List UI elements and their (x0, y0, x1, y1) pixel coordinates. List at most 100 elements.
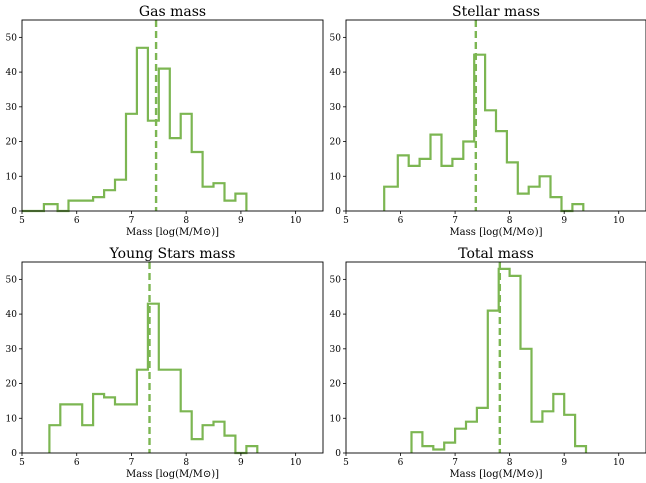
histogram-bin (159, 370, 181, 453)
y-tick-label: 50 (6, 33, 18, 43)
y-tick-label: 30 (330, 345, 342, 355)
y-tick-label: 30 (6, 345, 18, 355)
histogram-bin (463, 142, 474, 211)
histogram-bin (104, 190, 115, 211)
histogram-bin (575, 446, 586, 453)
histogram-bin (126, 114, 137, 211)
histogram-bin (422, 446, 433, 453)
histogram-bin (192, 152, 203, 211)
histogram-bin (398, 155, 409, 211)
histogram-bin (69, 201, 94, 211)
y-tick-label: 10 (330, 414, 342, 424)
histogram-steps (383, 53, 585, 213)
panel-2: Young Stars mass 5 6 7 8 9 10 0 10 20 30 40 50 Mass [… (6, 246, 324, 480)
y-tick-label: 40 (330, 310, 342, 320)
x-tick-label: 6 (74, 216, 80, 226)
histogram-bin (115, 404, 137, 453)
x-tick-label: 9 (238, 216, 244, 226)
histogram-bin (181, 411, 192, 453)
histogram-bin (214, 422, 225, 453)
histogram-bin (409, 166, 420, 211)
x-tick-label: 9 (561, 216, 567, 226)
histogram-bin (431, 135, 442, 211)
x-tick-label: 7 (452, 216, 458, 226)
histogram-bin (542, 411, 553, 453)
y-tick-label: 0 (11, 207, 17, 217)
histogram-bin (466, 422, 477, 453)
histogram-bin (496, 131, 507, 211)
histogram-bin (521, 349, 532, 453)
y-tick-label: 50 (330, 33, 342, 43)
x-tick-label: 8 (183, 216, 189, 226)
histogram-bin (452, 159, 463, 211)
x-tick-label: 6 (398, 458, 404, 468)
histogram-bin (159, 69, 170, 211)
y-tick-label: 0 (11, 449, 17, 459)
histogram-bin (510, 276, 521, 453)
x-tick-label: 5 (343, 458, 349, 468)
histogram-bin (433, 450, 444, 453)
histogram-bin (235, 194, 246, 211)
histogram-bin (444, 443, 455, 453)
histogram-bin (82, 425, 93, 453)
y-tick-label: 10 (6, 172, 18, 182)
histogram-bin (518, 194, 529, 211)
histogram-bin (137, 370, 148, 453)
y-tick-label: 20 (6, 380, 18, 390)
x-tick-label: 5 (19, 458, 25, 468)
x-tick-label: 8 (507, 216, 513, 226)
y-tick-label: 10 (330, 172, 342, 182)
histogram-bin (115, 180, 126, 211)
histogram-bin (553, 394, 564, 453)
x-tick-label: 7 (129, 458, 135, 468)
x-tick-label: 8 (507, 458, 513, 468)
x-tick-label: 7 (129, 216, 135, 226)
histogram-bin (485, 110, 496, 211)
y-tick-label: 40 (6, 68, 18, 78)
y-tick-label: 40 (330, 68, 342, 78)
x-tick-label: 7 (452, 458, 458, 468)
histogram-bin (181, 114, 192, 211)
x-axis-label: Mass [log(M/M⊙)] (126, 469, 219, 480)
histogram-bin (420, 159, 431, 211)
histogram-bin (44, 204, 58, 211)
x-tick-label: 9 (238, 458, 244, 468)
histogram-bin (170, 138, 181, 211)
histogram-bin (93, 197, 104, 211)
y-tick-label: 40 (6, 310, 18, 320)
histogram-bin (531, 422, 542, 453)
histogram-bin (60, 404, 82, 453)
x-tick-label: 10 (290, 458, 302, 468)
panel-title: Total mass (458, 246, 534, 262)
histogram-bin (224, 436, 235, 453)
histogram-bin (224, 201, 235, 211)
x-tick-label: 6 (74, 458, 80, 468)
histogram-bin (455, 429, 466, 453)
x-tick-label: 10 (613, 458, 625, 468)
x-tick-label: 10 (290, 216, 302, 226)
x-tick-label: 6 (398, 216, 404, 226)
histogram-bin (137, 48, 148, 211)
axes-frame (21, 19, 324, 212)
y-tick-label: 0 (335, 207, 341, 217)
histogram-bin (246, 446, 257, 453)
histogram-bin (203, 187, 214, 211)
histogram-bin (192, 439, 203, 453)
y-tick-label: 30 (6, 103, 18, 113)
histogram-bin (540, 176, 551, 211)
histogram-bin (203, 425, 214, 453)
x-tick-label: 9 (561, 458, 567, 468)
y-tick-label: 0 (335, 449, 341, 459)
y-tick-label: 10 (6, 414, 18, 424)
histogram-bin (488, 311, 499, 453)
x-tick-label: 5 (19, 216, 25, 226)
x-axis-label: Mass [log(M/M⊙)] (449, 469, 542, 480)
histogram-bin (441, 166, 452, 211)
y-tick-label: 30 (330, 103, 342, 113)
x-tick-label: 5 (343, 216, 349, 226)
histogram-bin (411, 432, 422, 453)
histogram-bin (214, 183, 225, 211)
histogram-bin (93, 394, 104, 453)
histogram-bin (49, 425, 60, 453)
